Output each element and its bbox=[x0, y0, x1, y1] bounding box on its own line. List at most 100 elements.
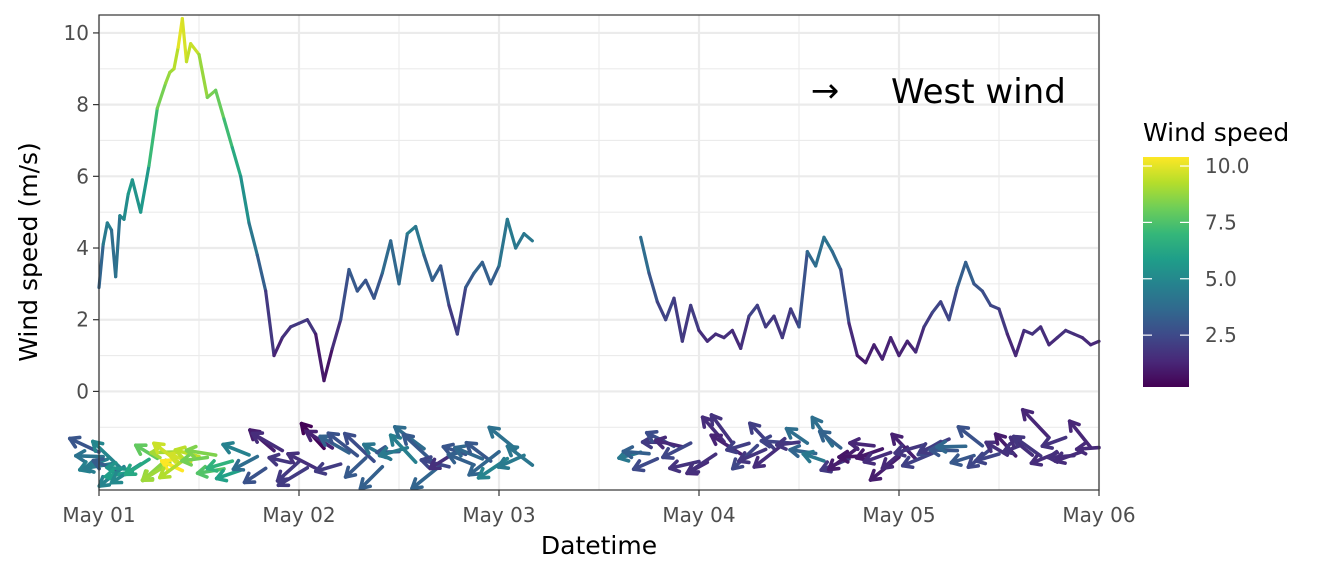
wind-speed-segment bbox=[780, 307, 793, 340]
wind-speed-segment bbox=[1089, 339, 1101, 347]
direction-arrow bbox=[221, 442, 251, 457]
direction-arrowhead bbox=[97, 474, 105, 488]
wind-speed-segment bbox=[797, 250, 809, 329]
direction-arrow bbox=[105, 465, 130, 472]
wind-speed-segment bbox=[255, 253, 268, 293]
direction-arrowhead bbox=[730, 457, 738, 471]
wind-speed-lines bbox=[97, 16, 1101, 383]
direction-arrowhead bbox=[810, 415, 824, 424]
direction-arrowhead bbox=[78, 460, 88, 472]
wind-speed-segment bbox=[480, 260, 493, 286]
wind-speed-segment bbox=[172, 45, 180, 71]
direction-arrowhead bbox=[1067, 419, 1081, 427]
direction-arrowhead bbox=[82, 459, 95, 471]
direction-arrow bbox=[1020, 408, 1051, 440]
wind-speed-segment bbox=[914, 325, 926, 354]
direction-arrow bbox=[748, 421, 776, 451]
direction-arrowhead bbox=[275, 469, 283, 483]
wind-speed-segment bbox=[1047, 336, 1059, 347]
direction-arrowhead bbox=[854, 448, 865, 460]
wind-speed-segment bbox=[230, 146, 243, 178]
direction-arrowhead bbox=[1053, 451, 1064, 463]
direction-arrow bbox=[267, 455, 293, 465]
direction-arrowhead bbox=[1011, 434, 1026, 440]
direction-arrowhead bbox=[966, 455, 974, 469]
direction-arrowhead bbox=[935, 439, 948, 449]
wind-speed-segment bbox=[184, 42, 193, 64]
colorbar-legend: Wind speed 2.5 5.0 7.5 10.0 bbox=[1143, 118, 1289, 387]
wind-speed-segment bbox=[739, 314, 751, 350]
wind-speed-segment bbox=[472, 260, 484, 275]
direction-arrowhead bbox=[343, 465, 351, 479]
direction-arrowhead bbox=[195, 464, 208, 476]
direction-arrow bbox=[318, 434, 351, 455]
wind-speed-segment bbox=[680, 303, 693, 343]
direction-arrowhead bbox=[631, 459, 642, 471]
wind-direction-arrows bbox=[67, 408, 1101, 491]
direction-arrowhead bbox=[326, 431, 341, 437]
direction-arrowhead bbox=[313, 462, 325, 474]
direction-arrowhead bbox=[286, 451, 300, 456]
direction-arrowhead bbox=[837, 449, 850, 459]
x-tick-label: May 05 bbox=[862, 503, 935, 527]
direction-arrow bbox=[621, 449, 651, 456]
wind-speed-segment bbox=[364, 278, 376, 300]
direction-arrowhead bbox=[1046, 449, 1059, 460]
x-tick-label: May 01 bbox=[62, 503, 135, 527]
wind-speed-segment bbox=[101, 221, 109, 247]
colorbar-ticks: 2.5 5.0 7.5 10.0 bbox=[1143, 154, 1250, 347]
direction-arrowhead bbox=[91, 457, 105, 463]
direction-arrowhead bbox=[67, 435, 82, 441]
direction-arrow bbox=[737, 447, 768, 463]
direction-arrow bbox=[1040, 435, 1068, 448]
direction-arrowhead bbox=[890, 432, 904, 439]
direction-arrowhead bbox=[1029, 453, 1040, 465]
direction-arrowhead bbox=[242, 471, 251, 485]
direction-arrowhead bbox=[140, 469, 149, 482]
direction-arrow bbox=[784, 426, 810, 445]
direction-arrowhead bbox=[358, 477, 365, 491]
direction-arrow bbox=[686, 452, 718, 475]
direction-arrowhead bbox=[668, 459, 679, 471]
colorbar-label: 2.5 bbox=[1205, 323, 1237, 347]
wind-speed-segment bbox=[239, 174, 251, 225]
direction-arrow bbox=[231, 454, 260, 472]
direction-arrowhead bbox=[267, 452, 281, 460]
wind-speed-segment bbox=[855, 353, 868, 365]
direction-arrowhead bbox=[467, 463, 475, 477]
x-tick-label: May 03 bbox=[462, 503, 535, 527]
direction-arrow bbox=[1074, 445, 1101, 452]
wind-speed-segment bbox=[722, 328, 734, 340]
direction-arrowhead bbox=[276, 474, 285, 488]
direction-arrow bbox=[890, 432, 918, 461]
wind-speed-segment bbox=[339, 267, 351, 322]
direction-arrowhead bbox=[419, 455, 433, 462]
wind-speed-segment bbox=[897, 339, 909, 358]
wind-speed-segment bbox=[205, 88, 218, 100]
wind-speed-segment bbox=[330, 318, 343, 350]
wind-speed-segment bbox=[1030, 325, 1043, 336]
colorbar-label: 7.5 bbox=[1205, 210, 1237, 234]
direction-arrowhead bbox=[173, 445, 187, 452]
direction-arrow bbox=[752, 443, 785, 469]
direction-arrowhead bbox=[299, 421, 313, 429]
direction-arrowhead bbox=[375, 445, 388, 455]
direction-arrow bbox=[725, 441, 751, 452]
direction-arrowhead bbox=[91, 439, 105, 446]
wind-speed-segment bbox=[730, 328, 743, 350]
wind-speed-segment bbox=[347, 267, 359, 293]
wind-speed-segment bbox=[639, 235, 651, 275]
wind-speed-segment bbox=[1039, 325, 1051, 347]
wind-speed-segment bbox=[97, 242, 105, 290]
direction-arrowhead bbox=[759, 434, 773, 443]
direction-arrowhead bbox=[918, 442, 928, 454]
wind-speed-segment bbox=[930, 300, 943, 315]
direction-arrowhead bbox=[428, 457, 437, 471]
direction-arrow bbox=[973, 452, 1001, 463]
direction-arrow bbox=[1011, 434, 1043, 458]
direction-arrowhead bbox=[184, 444, 198, 453]
wind-speed-segment bbox=[697, 328, 709, 343]
direction-arrowhead bbox=[737, 451, 747, 463]
wind-speed-segment bbox=[655, 300, 668, 322]
wind-speed-segment bbox=[905, 339, 918, 354]
